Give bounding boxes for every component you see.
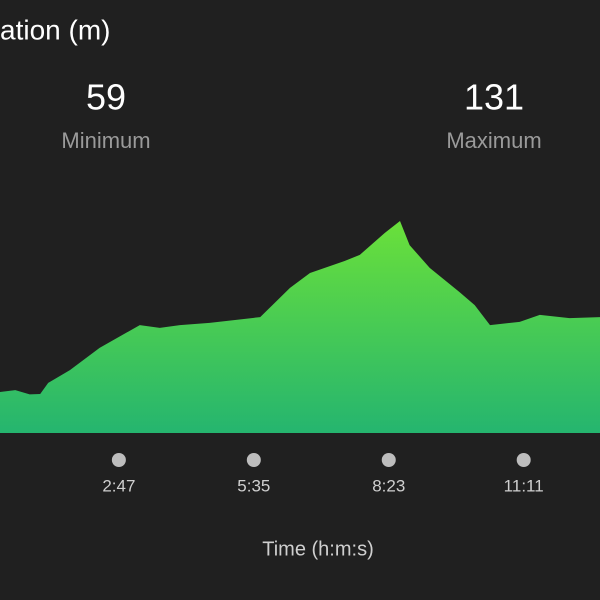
x-tick-dot [381, 453, 396, 467]
x-tick-dot [111, 453, 126, 467]
x-tick-label: 2:47 [102, 476, 135, 495]
x-axis-title: Time (h:m:s) [262, 538, 373, 560]
x-tick-label: 5:35 [237, 476, 270, 495]
x-tick-label: 11:11 [504, 476, 544, 495]
stat-value: 131 [464, 77, 524, 118]
x-tick-dot [516, 453, 531, 467]
elevation-area [0, 221, 600, 433]
title: ation (m) [0, 14, 110, 45]
stat-label: Maximum [446, 128, 541, 153]
stat-value: 59 [86, 77, 126, 118]
x-tick-label: 8:23 [372, 476, 405, 495]
x-tick-dot [246, 453, 261, 467]
stat-label: Minimum [61, 128, 150, 153]
